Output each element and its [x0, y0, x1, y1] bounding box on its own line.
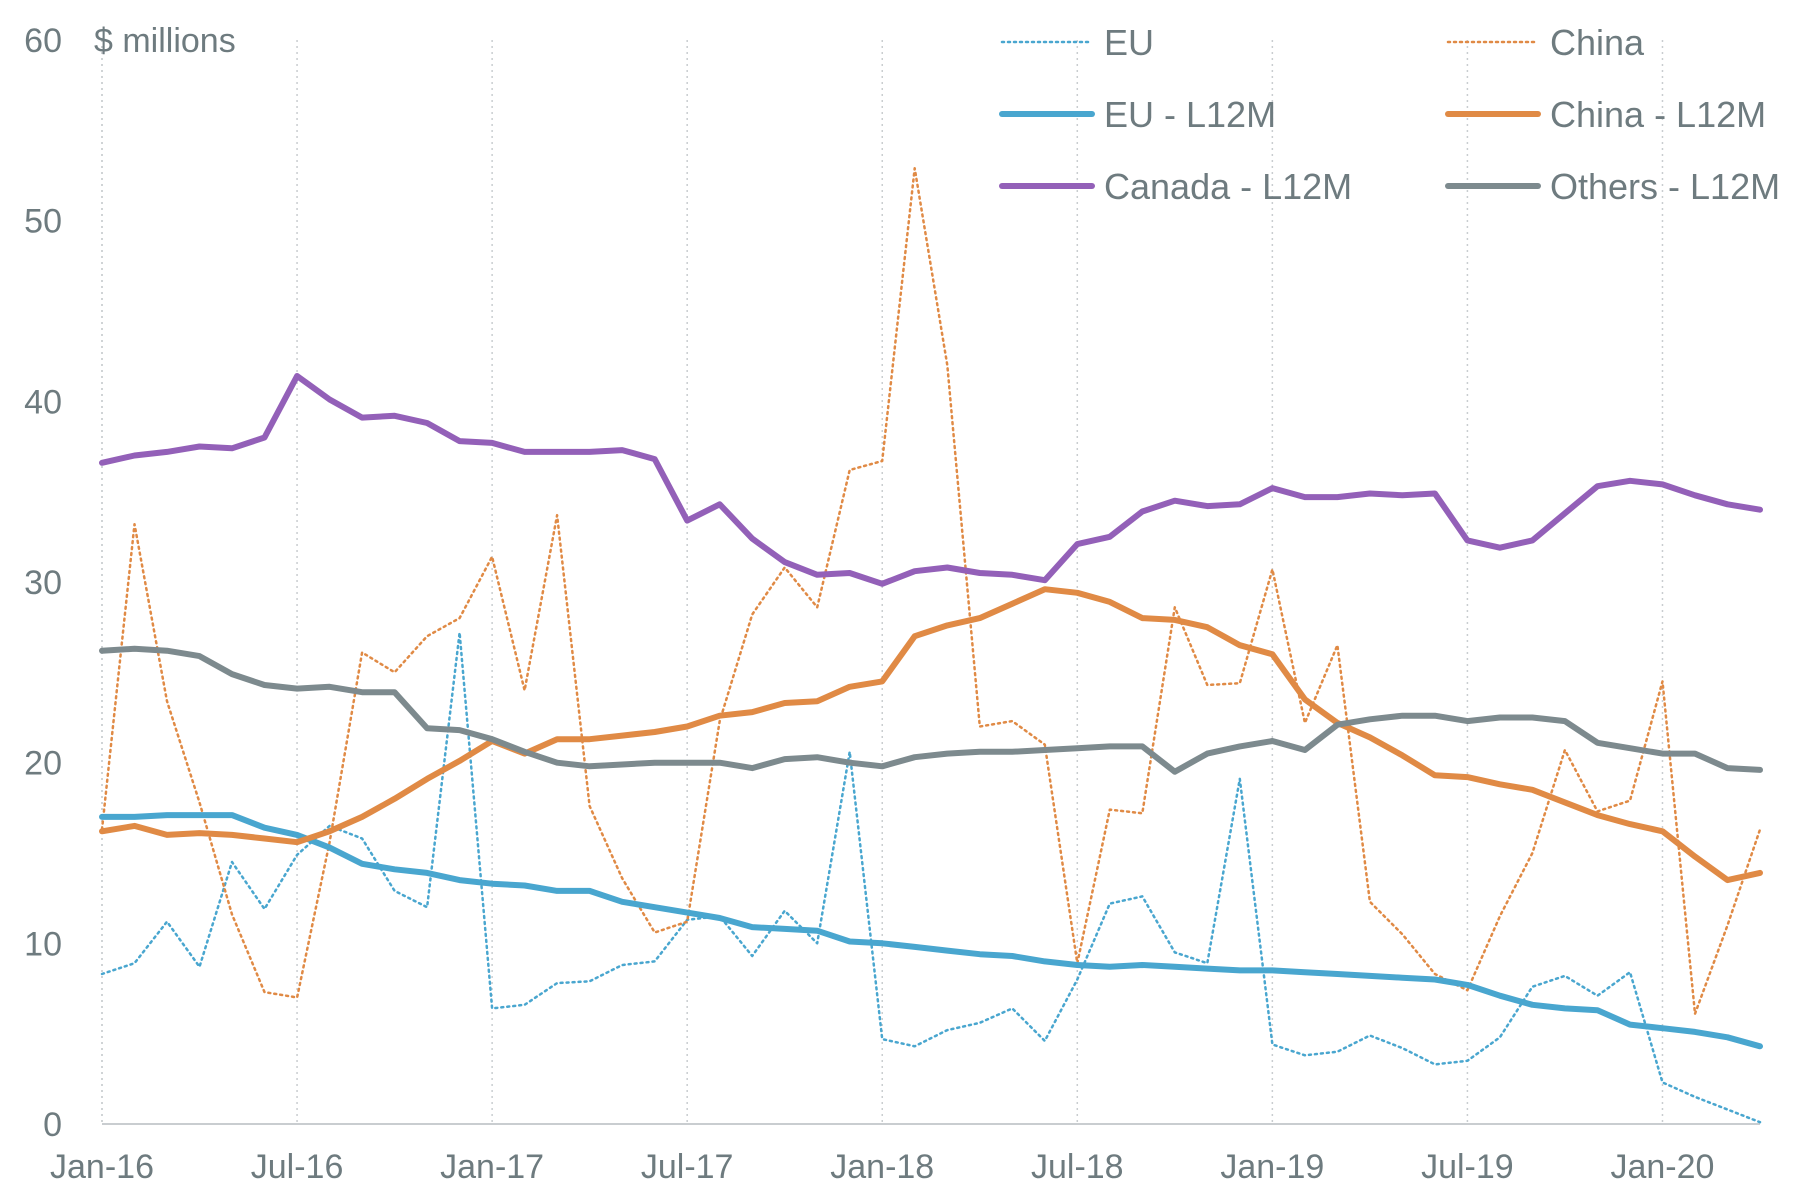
legend: EU China EU - L12M China - L12M Canada - L12…	[999, 22, 1780, 207]
y-tick-label: 0	[43, 1106, 62, 1144]
x-tick-label: Jan-16	[50, 1148, 154, 1186]
x-tick-label: Jan-19	[1220, 1148, 1324, 1186]
y-tick-label: 20	[24, 745, 62, 783]
x-tick-label: Jul-17	[641, 1148, 734, 1186]
x-axis-tick-labels: Jan-16 Jul-16 Jan-17 Jul-17 Jan-18 Jul-18 Jan-…	[50, 1148, 1714, 1186]
x-tick-label: Jan-20	[1610, 1148, 1714, 1186]
series-line-others-l12m	[99, 645, 1763, 775]
legend-label: China	[1550, 22, 1645, 63]
series-line-china	[100, 167, 1762, 1016]
legend-label: Canada - L12M	[1104, 166, 1352, 207]
legend-label: China - L12M	[1550, 94, 1766, 135]
x-tick-label: Jul-16	[251, 1148, 344, 1186]
y-axis-tick-labels: 0 10 20 30 40 50 60	[24, 22, 62, 1144]
x-tick-label: Jan-18	[830, 1148, 934, 1186]
legend-label: Others - L12M	[1550, 166, 1780, 207]
series-line-china-l12m	[99, 586, 1763, 884]
y-tick-label: 60	[24, 22, 62, 60]
y-tick-label: 50	[24, 203, 62, 241]
legend-label: EU - L12M	[1104, 94, 1276, 135]
y-tick-label: 10	[24, 925, 62, 963]
y-tick-label: 40	[24, 383, 62, 421]
x-tick-label: Jul-19	[1421, 1148, 1514, 1186]
y-tick-label: 30	[24, 564, 62, 602]
y-axis-unit-label: $ millions	[94, 22, 236, 60]
x-tick-label: Jul-18	[1031, 1148, 1124, 1186]
series-line-eu-l12m	[99, 812, 1763, 1050]
series-line-canada-l12m	[99, 373, 1763, 587]
series-line-eu	[100, 631, 1762, 1124]
x-tick-label: Jan-17	[440, 1148, 544, 1186]
series-lines	[99, 167, 1763, 1124]
legend-label: EU	[1104, 22, 1154, 63]
